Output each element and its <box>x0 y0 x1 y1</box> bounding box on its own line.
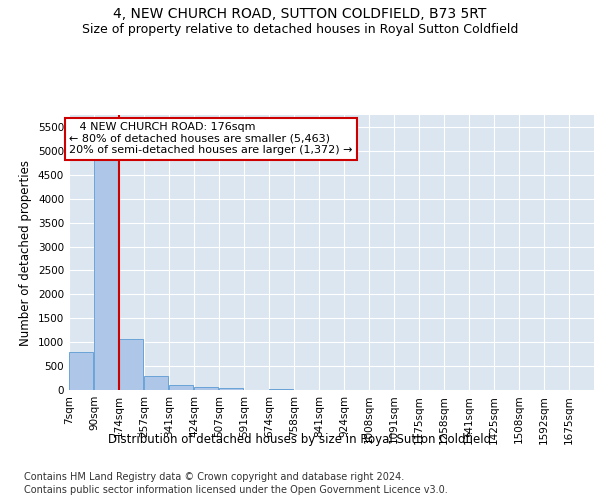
Text: Size of property relative to detached houses in Royal Sutton Coldfield: Size of property relative to detached ho… <box>82 22 518 36</box>
Bar <box>219 388 242 390</box>
Bar <box>169 385 193 390</box>
Text: 4 NEW CHURCH ROAD: 176sqm
← 80% of detached houses are smaller (5,463)
20% of se: 4 NEW CHURCH ROAD: 176sqm ← 80% of detac… <box>69 122 353 156</box>
Bar <box>269 388 293 390</box>
Bar <box>94 128 118 390</box>
Bar <box>194 388 218 390</box>
Bar <box>119 338 143 390</box>
Y-axis label: Number of detached properties: Number of detached properties <box>19 160 32 346</box>
Text: Contains HM Land Registry data © Crown copyright and database right 2024.: Contains HM Land Registry data © Crown c… <box>24 472 404 482</box>
Text: Contains public sector information licensed under the Open Government Licence v3: Contains public sector information licen… <box>24 485 448 495</box>
Bar <box>69 352 92 390</box>
Text: 4, NEW CHURCH ROAD, SUTTON COLDFIELD, B73 5RT: 4, NEW CHURCH ROAD, SUTTON COLDFIELD, B7… <box>113 8 487 22</box>
Text: Distribution of detached houses by size in Royal Sutton Coldfield: Distribution of detached houses by size … <box>109 432 491 446</box>
Bar <box>144 376 167 390</box>
